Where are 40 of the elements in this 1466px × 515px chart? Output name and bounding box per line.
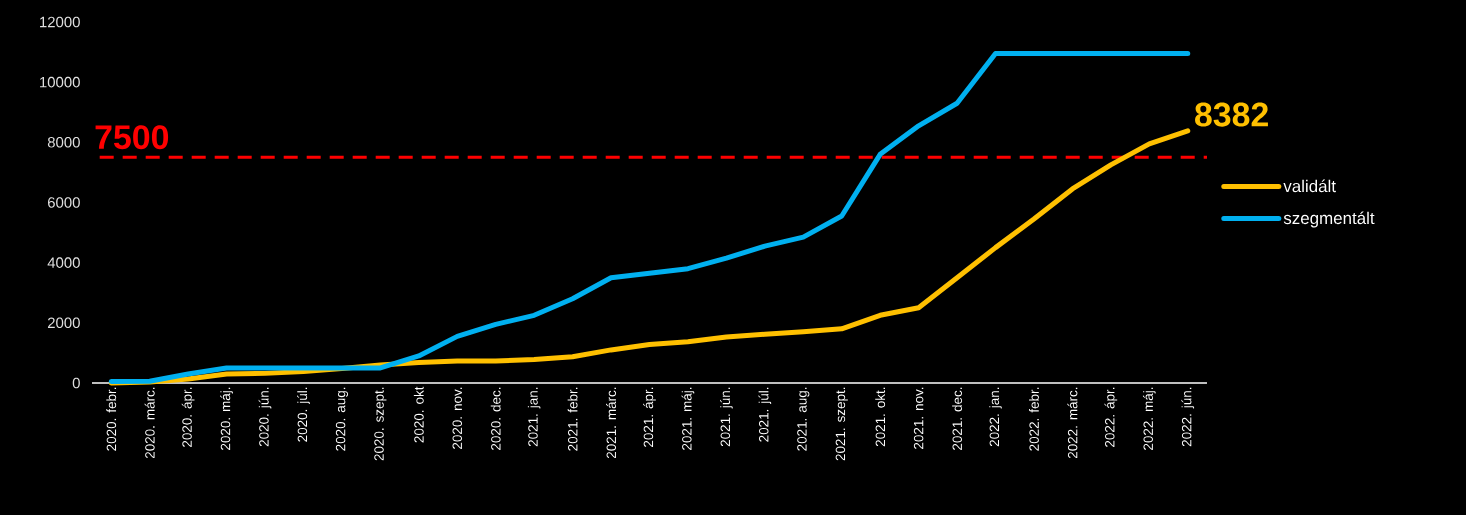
x-tick-label: 2021. nov. bbox=[913, 387, 924, 449]
x-tick-label: 2021. júl. bbox=[758, 387, 772, 442]
x-tick-label: 2021. szept. bbox=[835, 387, 848, 461]
x-tick-label: 2021. máj. bbox=[681, 387, 695, 450]
x-tick-label: 2020. júl. bbox=[297, 387, 310, 442]
x-tick-label: 2021. dec. bbox=[952, 387, 962, 450]
x-tick-label: 2020. nov. bbox=[452, 387, 463, 449]
y-tick-label: 12000 bbox=[40, 16, 80, 28]
y-tick-label: 0 bbox=[72, 377, 80, 389]
x-tick-label: 2021. okt. bbox=[875, 387, 886, 447]
x-tick-label: 2022. márc. bbox=[1067, 387, 1078, 459]
x-tick-label: 2022. febr. bbox=[1029, 387, 1039, 451]
y-tick-label: 6000 bbox=[48, 197, 80, 208]
x-tick-label: 2022. jún. bbox=[1181, 387, 1195, 447]
x-tick-label: 2021. jún. bbox=[720, 387, 733, 447]
x-tick-label: 2022. ápr. bbox=[1104, 387, 1118, 447]
ref-line-label: 7500 bbox=[95, 125, 169, 150]
x-tick-label: 2020. febr. bbox=[106, 387, 117, 451]
x-tick-label: 2020. máj. bbox=[220, 387, 233, 450]
x-tick-label: 2021. aug. bbox=[797, 387, 810, 451]
annotation: 8382 bbox=[1195, 102, 1268, 127]
x-tick-label: 2021. jan. bbox=[527, 387, 541, 447]
y-tick-label: 2000 bbox=[47, 317, 80, 329]
x-tick-label: 2020. aug. bbox=[335, 387, 349, 451]
x-tick-label: 2020. dec. bbox=[490, 387, 501, 450]
legend-label: szegmentált bbox=[1283, 211, 1375, 228]
x-tick-label: 2021. ápr. bbox=[643, 387, 656, 447]
x-tick-label: 2020. márc. bbox=[144, 387, 155, 459]
y-tick-label: 4000 bbox=[47, 257, 80, 268]
legend-label: validált bbox=[1283, 179, 1336, 193]
x-tick-label: 2022. jan. bbox=[989, 387, 1002, 447]
y-tick-label: 10000 bbox=[40, 76, 80, 88]
x-tick-label: 2021. febr. bbox=[567, 387, 578, 451]
x-tick-label: 2020. okt bbox=[413, 386, 424, 443]
x-tick-label: 2020. szept. bbox=[374, 387, 387, 461]
x-tick-label: 2022. máj. bbox=[1142, 387, 1156, 450]
x-tick-label: 2021. márc. bbox=[606, 387, 617, 459]
x-tick-label: 2020. jún. bbox=[258, 387, 272, 447]
x-tick-label: 2020. ápr. bbox=[181, 387, 195, 447]
y-tick-label: 8000 bbox=[47, 137, 80, 148]
